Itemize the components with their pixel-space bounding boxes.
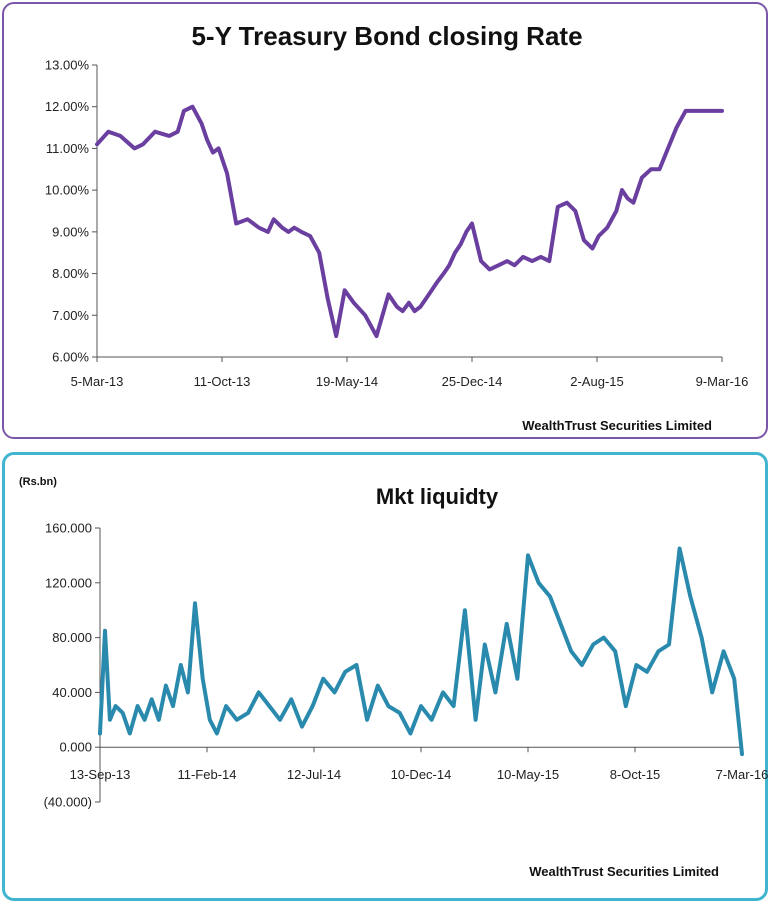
y-tick-label: 10.00% <box>45 183 90 198</box>
y-unit-label: (Rs.bn) <box>19 476 57 488</box>
y-tick-label: 80.000 <box>52 630 92 645</box>
x-tick-label: 12-Jul-14 <box>287 767 341 782</box>
y-tick-label: 40.000 <box>52 685 92 700</box>
y-tick-label: 13.00% <box>45 58 90 73</box>
chart-title: 5-Y Treasury Bond closing Rate <box>191 21 582 51</box>
series-line-0 <box>95 104 724 339</box>
x-tick-label: 11-Oct-13 <box>194 374 251 389</box>
x-tick-label: 2-Aug-15 <box>570 374 623 389</box>
rate-chart: 5-Y Treasury Bond closing Rate 6.00% 7.00%… <box>45 21 749 433</box>
x-tick-label: 10-May-15 <box>497 767 559 782</box>
x-tick-label: 10-Dec-14 <box>391 767 452 782</box>
x-tick-label: 19-May-14 <box>316 374 378 389</box>
x-tick-label: 7-Mar-16 <box>716 767 769 782</box>
y-tick-label: 6.00% <box>52 350 89 365</box>
x-tick-label: 13-Sep-13 <box>70 767 131 782</box>
y-tick-label: 11.00% <box>46 141 90 156</box>
y-tick-label: 9.00% <box>52 224 89 239</box>
x-tick-label: 9-Mar-16 <box>696 374 749 389</box>
y-tick-label: 7.00% <box>52 308 89 323</box>
x-tick-label: 11-Feb-14 <box>177 767 236 782</box>
liquidity-chart-panel: Mkt liquidty (Rs.bn) (40.000) 0.000 40.000 80… <box>2 452 768 901</box>
chart-title: Mkt liquidty <box>376 484 499 509</box>
source-note: WealthTrust Securities Limited <box>529 864 719 879</box>
source-note: WealthTrust Securities Limited <box>522 418 712 433</box>
x-tick-label: 5-Mar-13 <box>71 374 124 389</box>
y-tick-label: (40.000) <box>44 795 92 810</box>
liquidity-chart: Mkt liquidty (Rs.bn) (40.000) 0.000 40.000 80… <box>19 476 769 879</box>
y-tick-label: 120.000 <box>45 575 92 590</box>
x-tick-label: 25-Dec-14 <box>442 374 503 389</box>
y-tick-label: 12.00% <box>45 99 90 114</box>
y-tick-label: 0.000 <box>59 740 92 755</box>
rate-chart-panel: 5-Y Treasury Bond closing Rate 6.00% 7.00%… <box>2 2 768 439</box>
series-line-0 <box>98 546 744 757</box>
x-tick-label: 8-Oct-15 <box>610 767 661 782</box>
y-tick-label: 8.00% <box>52 266 89 281</box>
y-tick-label: 160.000 <box>45 521 92 536</box>
